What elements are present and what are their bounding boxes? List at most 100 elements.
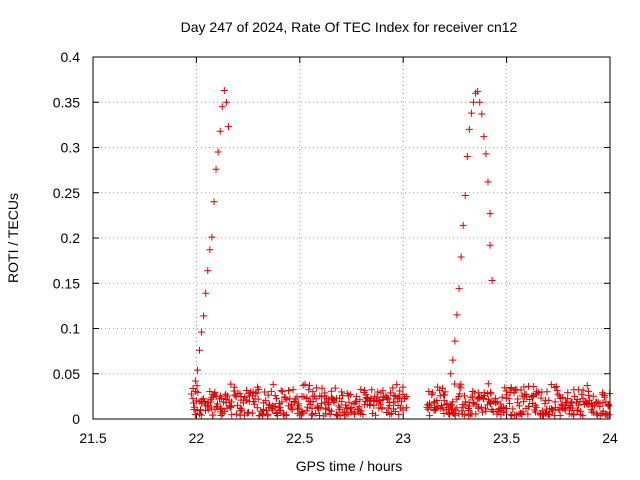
- data-point: [424, 405, 432, 413]
- data-point: [491, 394, 499, 402]
- data-point: [543, 388, 551, 396]
- x-tick-label: 22.5: [286, 430, 313, 446]
- data-point: [599, 399, 607, 407]
- y-tick-label: 0.25: [53, 185, 80, 201]
- data-point: [522, 391, 530, 399]
- data-point: [195, 410, 203, 418]
- data-point: [451, 380, 459, 388]
- data-point: [335, 402, 343, 410]
- data-point: [262, 397, 270, 405]
- data-point: [386, 410, 394, 418]
- data-point: [482, 405, 490, 413]
- data-point: [546, 410, 554, 418]
- data-point: [332, 410, 340, 418]
- data-point: [222, 98, 230, 106]
- data-point: [457, 253, 465, 261]
- data-point: [460, 392, 468, 400]
- grid-lines: [93, 57, 610, 419]
- data-point: [547, 405, 555, 413]
- data-point: [383, 393, 391, 401]
- data-point: [554, 406, 562, 414]
- data-point: [260, 406, 268, 414]
- data-point: [308, 404, 316, 412]
- data-point: [278, 388, 286, 396]
- data-point: [303, 407, 311, 415]
- y-tick-label: 0.15: [53, 275, 80, 291]
- data-point: [308, 411, 316, 419]
- data-point: [585, 387, 593, 395]
- data-point: [255, 385, 263, 393]
- data-point: [458, 407, 466, 415]
- data-point: [573, 406, 581, 414]
- data-point: [231, 391, 239, 399]
- data-point: [224, 123, 232, 131]
- data-point: [227, 402, 235, 410]
- data-point: [519, 408, 527, 416]
- data-point: [428, 391, 436, 399]
- data-point: [331, 384, 339, 392]
- data-point: [305, 386, 313, 394]
- x-tick-label: 23.5: [493, 430, 520, 446]
- data-point: [230, 387, 238, 395]
- data-point: [299, 409, 307, 417]
- data-point: [204, 267, 212, 275]
- data-point: [586, 396, 594, 404]
- data-point: [369, 409, 377, 417]
- data-point: [214, 148, 222, 156]
- data-point: [391, 398, 399, 406]
- data-point: [461, 401, 469, 409]
- data-point: [201, 397, 209, 405]
- data-point: [554, 390, 562, 398]
- data-point: [282, 411, 290, 419]
- data-point: [545, 396, 553, 404]
- data-point: [500, 408, 508, 416]
- data-point: [587, 399, 595, 407]
- data-point: [461, 191, 469, 199]
- data-point: [575, 401, 583, 409]
- data-point: [467, 109, 475, 117]
- data-point: [478, 110, 486, 118]
- data-point: [356, 396, 364, 404]
- data-point: [206, 246, 214, 254]
- data-point: [476, 393, 484, 401]
- data-point: [227, 380, 235, 388]
- data-point: [193, 382, 201, 390]
- data-point: [287, 404, 295, 412]
- data-point: [451, 337, 459, 345]
- data-point: [327, 387, 335, 395]
- data-point: [374, 388, 382, 396]
- data-point: [345, 398, 353, 406]
- data-point: [514, 395, 522, 403]
- data-point: [309, 388, 317, 396]
- data-point: [433, 397, 441, 405]
- data-point: [468, 393, 476, 401]
- data-point: [577, 407, 585, 415]
- data-point: [207, 398, 215, 406]
- plot-frame: [92, 56, 611, 420]
- data-point: [426, 412, 434, 420]
- data-point: [547, 381, 555, 389]
- data-point: [312, 409, 320, 417]
- data-point: [564, 389, 572, 397]
- data-point: [285, 387, 293, 395]
- data-point: [517, 386, 525, 394]
- data-point: [254, 395, 262, 403]
- data-point: [237, 392, 245, 400]
- data-point: [232, 410, 240, 418]
- data-point: [552, 383, 560, 391]
- data-point: [196, 346, 204, 354]
- data-point: [393, 381, 401, 389]
- data-point: [318, 384, 326, 392]
- data-point: [271, 392, 279, 400]
- data-point: [532, 408, 540, 416]
- data-point: [379, 387, 387, 395]
- data-point: [292, 395, 300, 403]
- data-point: [548, 405, 556, 413]
- data-point: [480, 389, 488, 397]
- data-point: [394, 393, 402, 401]
- data-point: [447, 370, 455, 378]
- data-point: [286, 395, 294, 403]
- data-point: [336, 404, 344, 412]
- data-point: [277, 387, 285, 395]
- data-point: [300, 393, 308, 401]
